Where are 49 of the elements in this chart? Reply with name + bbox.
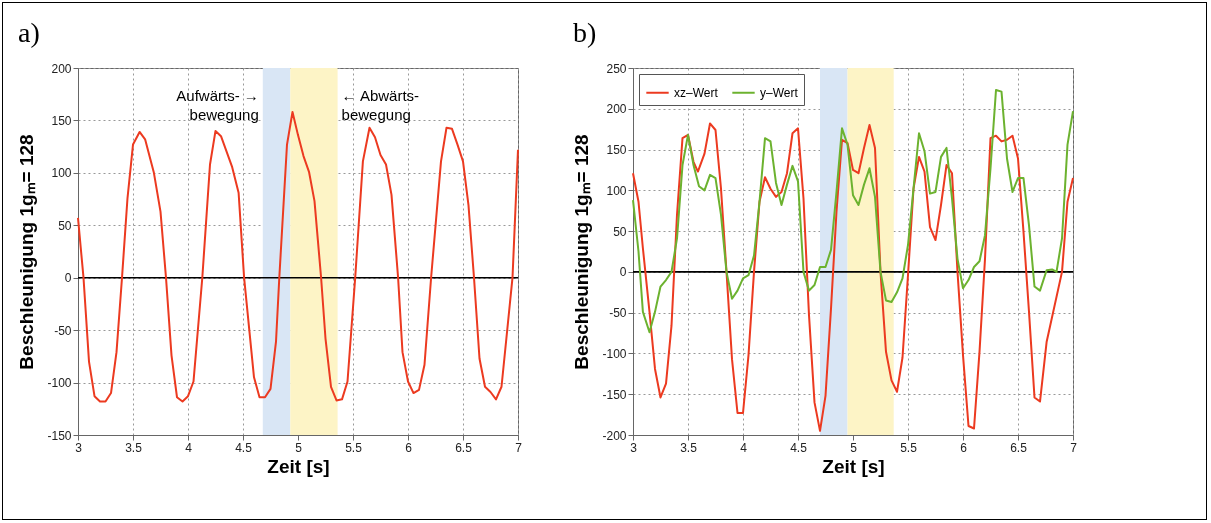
x-tick-label: 5.5	[900, 440, 918, 455]
y-tick-label: -150	[602, 387, 627, 402]
y-axis-title: Beschleunigung 1gₘ= 128	[571, 134, 593, 370]
x-tick-label: 4.5	[790, 440, 808, 455]
y-tick-label: 0	[64, 271, 72, 286]
x-tick-label: 7	[1070, 440, 1078, 455]
x-tick-label: 3	[75, 440, 83, 455]
y-tick-label: 150	[606, 143, 627, 158]
chart-title: a)	[17, 17, 40, 48]
y-tick-label: 200	[606, 102, 627, 117]
legend-label: xz–Wert	[674, 85, 719, 100]
y-tick-label: 50	[613, 224, 627, 239]
x-tick-label: 4	[185, 440, 193, 455]
annotation: Aufwärts- → bewegung	[176, 87, 259, 123]
x-tick-label: 3	[630, 440, 638, 455]
annotation: ← Abwärts- bewegung	[341, 87, 420, 123]
y-tick-label: -50	[54, 323, 72, 338]
x-axis-title: Zeit [s]	[822, 455, 885, 477]
x-tick-label: 3.5	[680, 440, 698, 455]
line-series	[77, 111, 519, 403]
y-axis-title: Beschleunigung 1gₘ= 128	[16, 134, 38, 370]
x-tick-label: 3.5	[125, 440, 143, 455]
x-tick-label: 7	[515, 440, 523, 455]
y-tick-label: 150	[51, 113, 72, 128]
y-tick-label: 50	[58, 218, 72, 233]
y-tick-label: 0	[619, 265, 627, 280]
x-tick-label: 6	[405, 440, 413, 455]
x-tick-label: 5	[295, 440, 303, 455]
x-tick-label: 6.5	[455, 440, 473, 455]
legend-label: y–Wert	[760, 85, 799, 100]
line-series	[632, 89, 1074, 334]
line-series	[632, 122, 1074, 432]
x-tick-label: 5.5	[345, 440, 363, 455]
x-tick-label: 6	[960, 440, 968, 455]
y-tick-label: -50	[609, 306, 627, 321]
y-tick-label: 200	[51, 61, 72, 76]
x-tick-label: 4.5	[235, 440, 253, 455]
y-tick-label: -150	[47, 428, 72, 443]
y-tick-label: -100	[47, 376, 72, 391]
x-tick-label: 4	[740, 440, 748, 455]
x-tick-label: 5	[850, 440, 858, 455]
y-tick-label: -100	[602, 346, 627, 361]
x-tick-label: 6.5	[1010, 440, 1028, 455]
chart-title: b)	[572, 17, 597, 48]
y-tick-label: -200	[602, 428, 627, 443]
y-tick-label: 100	[51, 166, 72, 181]
y-tick-label: 100	[606, 183, 627, 198]
x-axis-title: Zeit [s]	[267, 455, 330, 477]
y-tick-label: 250	[606, 61, 627, 76]
